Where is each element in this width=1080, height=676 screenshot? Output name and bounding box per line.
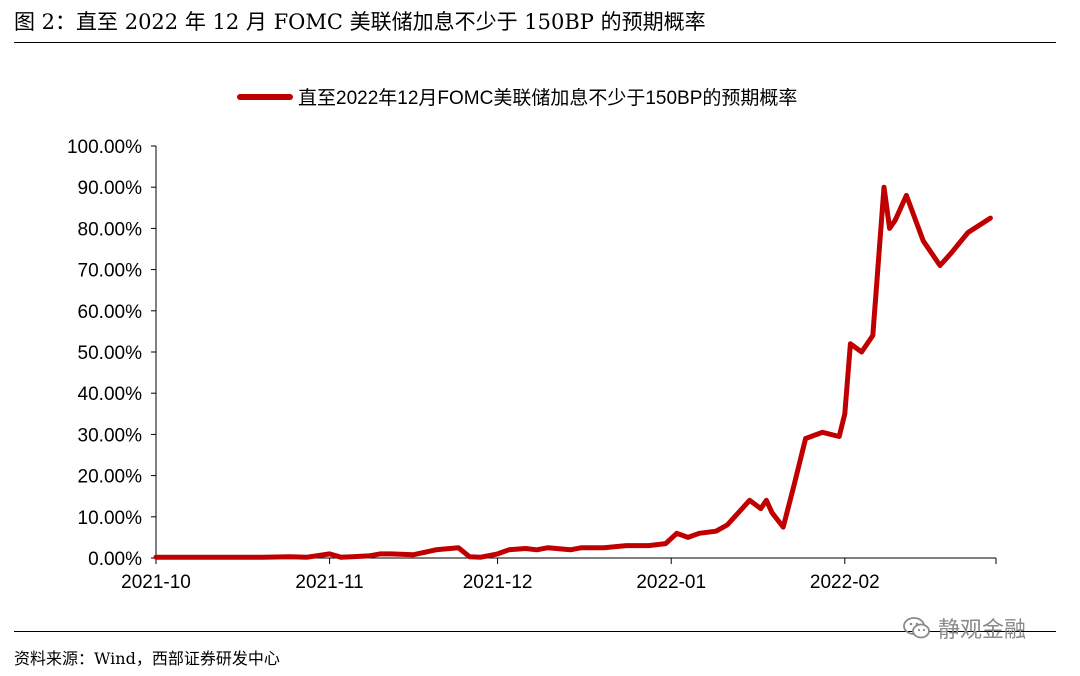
y-tick-label: 40.00% bbox=[78, 384, 143, 405]
y-tick-label: 10.00% bbox=[78, 508, 143, 529]
axes bbox=[155, 146, 996, 559]
x-tick-label: 2021-10 bbox=[121, 572, 191, 593]
series-line bbox=[153, 184, 993, 560]
x-tick-label: 2021-11 bbox=[295, 572, 363, 593]
y-tick-label: 70.00% bbox=[78, 261, 143, 282]
y-tick-label: 30.00% bbox=[78, 425, 143, 446]
wechat-icon bbox=[903, 617, 930, 639]
source-note: 资料来源：Wind，西部证券研发中心 bbox=[14, 649, 280, 668]
title-divider bbox=[14, 42, 1056, 43]
y-tick-label: 60.00% bbox=[78, 302, 143, 323]
x-tick-label: 2021-12 bbox=[463, 572, 533, 593]
x-axis-ticks: 2021-10 2021-11 2021-12 2022-01 2022-02 bbox=[121, 558, 997, 593]
y-tick-label: 80.00% bbox=[78, 219, 143, 240]
y-tick-label: 50.00% bbox=[78, 343, 143, 364]
source-divider bbox=[14, 631, 1056, 632]
x-tick-label: 2022-01 bbox=[636, 572, 706, 593]
legend-label: 直至2022年12月FOMC美联储加息不少于150BP的预期概率 bbox=[298, 87, 797, 109]
x-tick-label: 2022-02 bbox=[810, 572, 880, 593]
figure-title: 图 2：直至 2022 年 12 月 FOMC 美联储加息不少于 150BP 的… bbox=[14, 10, 706, 34]
legend: 直至2022年12月FOMC美联储加息不少于150BP的预期概率 bbox=[237, 87, 797, 109]
watermark-text: 静观金融 bbox=[938, 618, 1027, 643]
y-tick-label: 100.00% bbox=[67, 137, 142, 158]
y-axis-ticks: 0.00% 10.00% 20.00% 30.00% 40.00% 50.00% 60.00… bbox=[67, 137, 156, 570]
y-tick-label: 90.00% bbox=[78, 178, 143, 199]
watermark: 静观金融 bbox=[902, 612, 1026, 644]
y-tick-label: 20.00% bbox=[78, 467, 143, 488]
y-tick-label: 0.00% bbox=[88, 549, 142, 570]
